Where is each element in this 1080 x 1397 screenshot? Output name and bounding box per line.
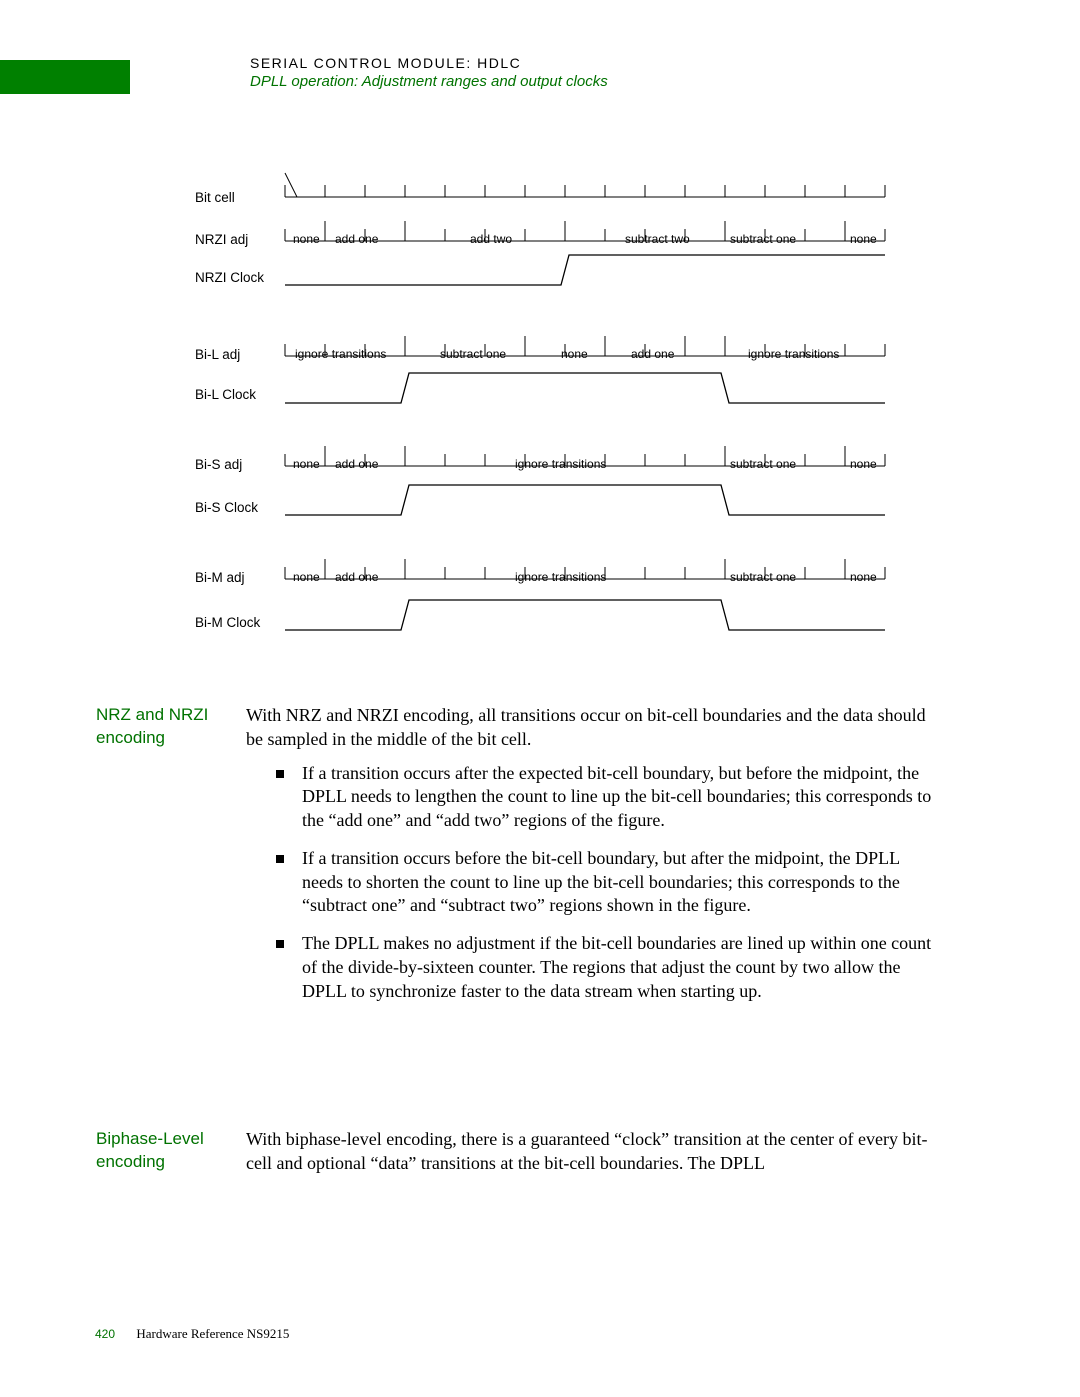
diagram-row-label: Bi-M adj	[195, 570, 245, 585]
section-heading: NRZ and NRZI encoding	[96, 704, 236, 750]
page: SERIAL CONTROL MODULE: HDLC DPLL operati…	[0, 0, 1080, 1397]
bullet-text: The DPLL makes no adjustment if the bit-…	[302, 932, 936, 1003]
section-intro: With NRZ and NRZI encoding, all transiti…	[246, 704, 936, 752]
page-number: 420	[95, 1327, 115, 1341]
bullet-list: If a transition occurs after the expecte…	[246, 762, 936, 1004]
section-intro: With biphase-level encoding, there is a …	[246, 1128, 936, 1176]
diagram-cell-label: none	[293, 457, 320, 471]
diagram-row-label: Bit cell	[195, 190, 235, 205]
footer-reference: Hardware Reference NS9215	[136, 1326, 289, 1341]
diagram-cell-label: none	[293, 232, 320, 246]
diagram-cell-label: none	[850, 457, 877, 471]
diagram-cell-label: ignore transitions	[515, 457, 606, 471]
diagram-cell-label: ignore transitions	[295, 347, 386, 361]
bullet-marker-icon	[276, 855, 284, 863]
diagram-row-label: Bi-L adj	[195, 347, 240, 362]
diagram-cell-label: add two	[470, 232, 512, 246]
diagram-cell-label: ignore transitions	[515, 570, 606, 584]
diagram-cell-label: none	[850, 570, 877, 584]
diagram-cell-label: none	[561, 347, 588, 361]
header-subtitle: DPLL operation: Adjustment ranges and ou…	[250, 73, 608, 90]
bullet-item: If a transition occurs after the expecte…	[246, 762, 936, 833]
bullet-marker-icon	[276, 770, 284, 778]
bullet-item: If a transition occurs before the bit-ce…	[246, 847, 936, 918]
page-header: SERIAL CONTROL MODULE: HDLC DPLL operati…	[250, 55, 608, 90]
diagram-cell-label: add one	[335, 457, 378, 471]
diagram-row-label: NRZI adj	[195, 232, 248, 247]
section-body: With biphase-level encoding, there is a …	[246, 1128, 936, 1176]
section-body: With NRZ and NRZI encoding, all transiti…	[246, 704, 936, 1017]
page-footer: 420 Hardware Reference NS9215	[95, 1326, 289, 1342]
section-heading: Biphase-Level encoding	[96, 1128, 236, 1174]
diagram-row-label: NRZI Clock	[195, 270, 264, 285]
diagram-cell-label: add one	[631, 347, 674, 361]
diagram-cell-label: subtract one	[730, 457, 796, 471]
diagram-cell-label: subtract one	[730, 232, 796, 246]
diagram-cell-label: subtract one	[730, 570, 796, 584]
page-tab	[0, 60, 130, 94]
diagram-cell-label: none	[850, 232, 877, 246]
bullet-text: If a transition occurs before the bit-ce…	[302, 847, 936, 918]
diagram-cell-label: ignore transitions	[748, 347, 839, 361]
bullet-marker-icon	[276, 940, 284, 948]
bullet-item: The DPLL makes no adjustment if the bit-…	[246, 932, 936, 1003]
diagram-cell-label: subtract two	[625, 232, 690, 246]
diagram-cell-label: add one	[335, 232, 378, 246]
diagram-row-label: Bi-M Clock	[195, 615, 260, 630]
diagram-cell-label: subtract one	[440, 347, 506, 361]
diagram-row-label: Bi-S adj	[195, 457, 242, 472]
diagram-row-label: Bi-S Clock	[195, 500, 258, 515]
header-title: SERIAL CONTROL MODULE: HDLC	[250, 55, 608, 71]
diagram-row-label: Bi-L Clock	[195, 387, 256, 402]
timing-diagram: Bit cell NRZI adj NRZI Clock Bi-L adj Bi-L C…	[195, 155, 895, 655]
bullet-text: If a transition occurs after the expecte…	[302, 762, 936, 833]
diagram-cell-label: add one	[335, 570, 378, 584]
diagram-cell-label: none	[293, 570, 320, 584]
